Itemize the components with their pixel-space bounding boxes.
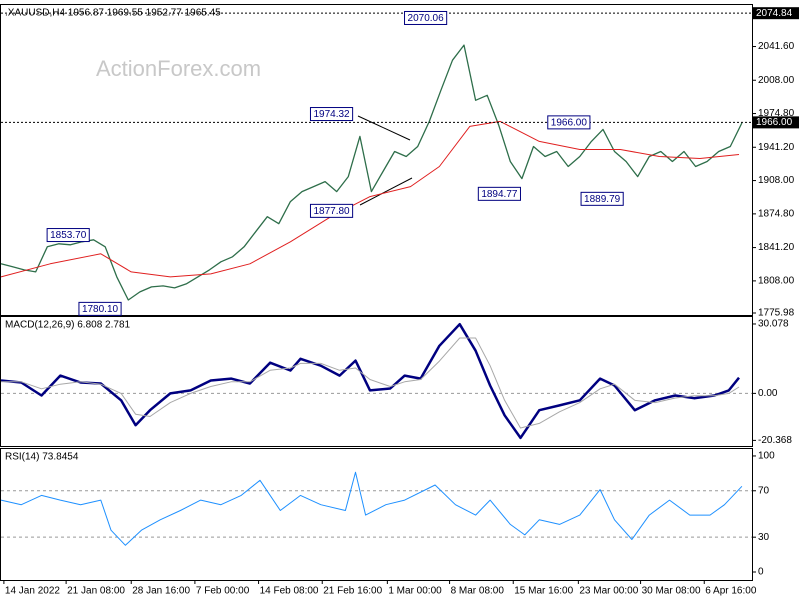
x-tick-label: 1 Mar 00:00: [388, 586, 442, 597]
watermark: ActionForex.com: [96, 56, 261, 81]
h-line-label: 2074.84: [756, 8, 793, 19]
annotation-label: 1974.32: [313, 109, 350, 120]
y-tick-label: 1841.20: [758, 242, 795, 253]
annotation-label: 1780.10: [82, 304, 119, 315]
annotation-box: [78, 301, 122, 316]
annotation-label: 1966.00: [551, 118, 588, 129]
x-tick-label: 8 Mar 08:00: [451, 586, 505, 597]
annotation-box: [477, 186, 521, 201]
x-tick-label: 21 Jan 08:00: [67, 586, 125, 597]
annotation-label: 1853.70: [50, 230, 87, 241]
h-line-label: 1966.00: [756, 117, 793, 128]
trend-line: [359, 177, 413, 206]
y-tick-label: 2008.00: [758, 75, 795, 86]
rsi-panel: [0, 448, 753, 581]
series-line: [0, 44, 743, 301]
y-tick-label: 1908.00: [758, 175, 795, 186]
annotation-box: [547, 115, 591, 130]
x-tick-label: 14 Feb 08:00: [260, 586, 319, 597]
y-tick-label: 0.00: [758, 388, 778, 399]
x-tick-label: 21 Feb 16:00: [323, 586, 382, 597]
price-panel: [0, 4, 753, 316]
y-tick-label: 2041.60: [758, 41, 795, 52]
panel-title: MACD(12,26,9) 6.808 2.781: [5, 320, 131, 331]
x-tick-label: 30 Mar 08:00: [642, 586, 701, 597]
annotation-label: 1894.77: [481, 189, 518, 200]
annotation-box: [309, 107, 354, 122]
annotation-box: [580, 191, 624, 206]
x-tick-label: 28 Jan 16:00: [132, 586, 190, 597]
y-tick-label: 100: [758, 451, 775, 462]
h-line-box: [753, 116, 799, 129]
annotation-label: 2070.06: [408, 13, 445, 24]
annotation-box: [309, 203, 354, 218]
x-tick-label: 14 Jan 2022: [5, 586, 60, 597]
annotation-box: [46, 228, 90, 243]
y-tick-label: 30: [758, 532, 770, 543]
panel-title: RSI(14) 73.8454: [5, 452, 79, 463]
y-tick-label: 0: [758, 567, 764, 578]
y-tick-label: 1808.00: [758, 276, 795, 287]
trend-line: [357, 115, 411, 141]
y-tick-label: 1775.98: [758, 308, 795, 319]
panel-title: .XAUUSD,H4 1956.87 1969.55 1952.77 1965.…: [5, 8, 221, 19]
y-tick-label: 1941.20: [758, 142, 795, 153]
x-tick-label: 7 Feb 00:00: [196, 586, 250, 597]
series-line: [1, 337, 740, 429]
x-tick-label: 23 Mar 00:00: [579, 586, 638, 597]
series-line: [0, 471, 743, 546]
x-tick-label: 15 Mar 16:00: [514, 586, 573, 597]
annotation-label: 1889.79: [584, 194, 621, 205]
y-tick-label: 1974.80: [758, 108, 795, 119]
series-line: [0, 120, 740, 278]
y-tick-label: -20.368: [758, 435, 792, 446]
x-tick-label: 6 Apr 16:00: [705, 586, 757, 597]
annotation-label: 1877.80: [313, 206, 350, 217]
y-tick-label: 1874.80: [758, 209, 795, 220]
y-tick-label: 70: [758, 485, 770, 496]
series-line: [0, 322, 740, 440]
annotation-box: [404, 10, 448, 25]
y-tick-label: 30.078: [758, 319, 789, 330]
h-line-box: [753, 7, 799, 20]
